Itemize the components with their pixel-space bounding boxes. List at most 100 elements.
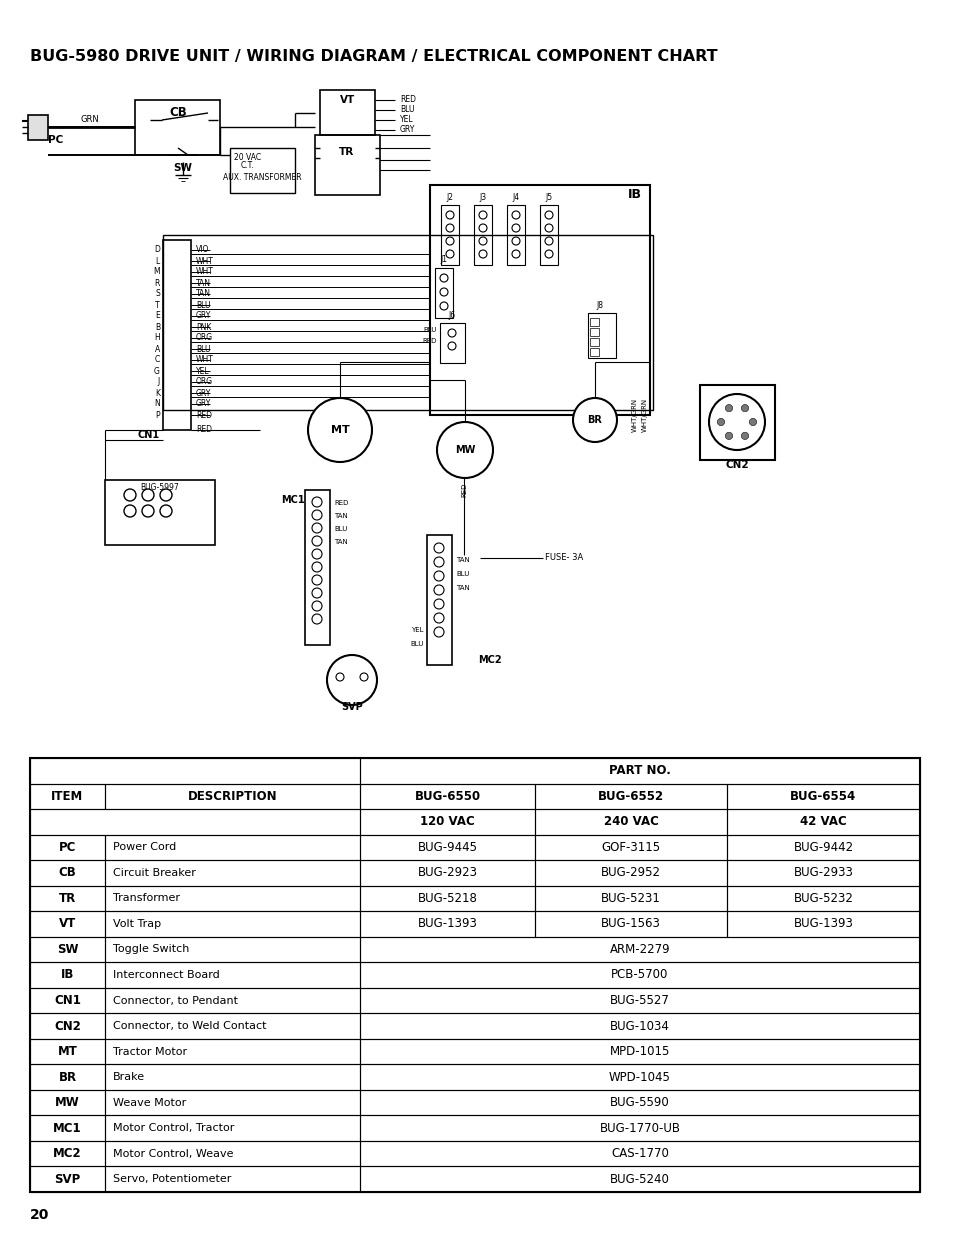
Text: TR: TR (59, 892, 76, 905)
Text: BUG-5590: BUG-5590 (610, 1097, 669, 1109)
Text: BLU: BLU (410, 641, 423, 647)
Text: BUG-6552: BUG-6552 (598, 790, 663, 803)
Text: VT: VT (59, 918, 76, 930)
Text: R: R (154, 279, 160, 288)
Bar (427, 535, 452, 664)
Bar (359, 1089, 919, 1115)
Circle shape (312, 510, 322, 520)
Circle shape (724, 432, 732, 440)
Text: PCB-5700: PCB-5700 (611, 968, 668, 982)
Text: RED: RED (334, 500, 348, 506)
Text: C: C (154, 356, 160, 364)
Text: J6: J6 (448, 310, 456, 320)
Circle shape (478, 224, 486, 232)
Circle shape (749, 419, 756, 426)
Text: Motor Control, Weave: Motor Control, Weave (112, 1149, 233, 1158)
Circle shape (312, 522, 322, 534)
Circle shape (749, 419, 756, 426)
Bar (105, 860, 359, 885)
Text: P: P (155, 410, 160, 420)
Circle shape (142, 489, 153, 501)
Circle shape (740, 432, 748, 440)
Text: BUG-1563: BUG-1563 (600, 918, 660, 930)
Bar (105, 1141, 359, 1167)
Bar (589, 348, 598, 356)
Bar (439, 324, 464, 363)
Text: BUG-5527: BUG-5527 (609, 994, 669, 1007)
Bar (305, 490, 330, 645)
Bar (474, 205, 492, 266)
Bar (105, 885, 359, 911)
Text: CB: CB (169, 106, 187, 120)
Bar (105, 1167, 359, 1192)
Text: E: E (155, 311, 160, 321)
Text: PART NO.: PART NO. (608, 764, 670, 777)
Text: IB: IB (627, 189, 641, 201)
Text: H: H (154, 333, 160, 342)
Bar (30, 1039, 105, 1065)
Bar (359, 936, 919, 962)
Text: Motor Control, Tractor: Motor Control, Tractor (112, 1123, 234, 1134)
Circle shape (512, 224, 519, 232)
Circle shape (160, 489, 172, 501)
Text: BUG-6554: BUG-6554 (789, 790, 856, 803)
Bar (359, 1141, 919, 1167)
Bar (30, 758, 359, 783)
Text: D: D (154, 246, 160, 254)
Text: Tractor Motor: Tractor Motor (112, 1046, 187, 1057)
Bar (726, 783, 919, 809)
Text: BLU: BLU (334, 526, 347, 532)
Bar (105, 480, 214, 545)
Bar (535, 809, 726, 835)
Text: MPD-1015: MPD-1015 (609, 1045, 670, 1058)
Bar (359, 962, 919, 988)
Bar (359, 1013, 919, 1039)
Circle shape (724, 405, 732, 411)
Text: 20 VAC: 20 VAC (234, 153, 261, 163)
Text: PNK: PNK (195, 322, 212, 331)
Circle shape (740, 405, 748, 411)
Text: RED: RED (460, 483, 467, 498)
Bar (135, 100, 220, 156)
Circle shape (335, 673, 344, 680)
Text: BLU: BLU (423, 327, 436, 333)
Text: GOF-3115: GOF-3115 (600, 841, 659, 853)
Text: MC1: MC1 (281, 495, 305, 505)
Text: BUG-1393: BUG-1393 (417, 918, 476, 930)
Circle shape (124, 505, 136, 517)
Text: Circuit Breaker: Circuit Breaker (112, 868, 195, 878)
Circle shape (448, 342, 456, 350)
Text: TAN: TAN (456, 585, 469, 592)
Text: MC2: MC2 (53, 1147, 82, 1160)
Text: YEL: YEL (195, 367, 210, 375)
Circle shape (512, 249, 519, 258)
Bar (535, 783, 726, 809)
Text: TAN: TAN (334, 538, 348, 545)
Circle shape (312, 601, 322, 611)
Circle shape (448, 329, 456, 337)
Text: RED: RED (422, 338, 436, 345)
Text: J: J (157, 378, 160, 387)
Text: AUX. TRANSFORMER: AUX. TRANSFORMER (222, 173, 301, 182)
Text: BUG-5218: BUG-5218 (417, 892, 476, 905)
Text: BUG-1770-UB: BUG-1770-UB (598, 1121, 679, 1135)
Circle shape (439, 274, 448, 282)
Text: Connector, to Pendant: Connector, to Pendant (112, 995, 237, 1005)
Bar (359, 1167, 919, 1192)
Bar (359, 783, 535, 809)
Bar (30, 1089, 105, 1115)
Text: Toggle Switch: Toggle Switch (112, 945, 190, 955)
Text: TAN: TAN (195, 279, 211, 288)
Text: VIO: VIO (195, 246, 209, 254)
Circle shape (708, 394, 764, 450)
Text: BUG-2923: BUG-2923 (417, 867, 477, 879)
Text: SVP: SVP (54, 1173, 81, 1186)
Text: 20: 20 (30, 1208, 50, 1221)
Bar (535, 835, 726, 860)
Text: PC: PC (59, 841, 76, 853)
Bar (105, 835, 359, 860)
Text: Volt Trap: Volt Trap (112, 919, 161, 929)
Text: BUG-1393: BUG-1393 (793, 918, 853, 930)
Bar (30, 835, 105, 860)
Text: MW: MW (455, 445, 475, 454)
